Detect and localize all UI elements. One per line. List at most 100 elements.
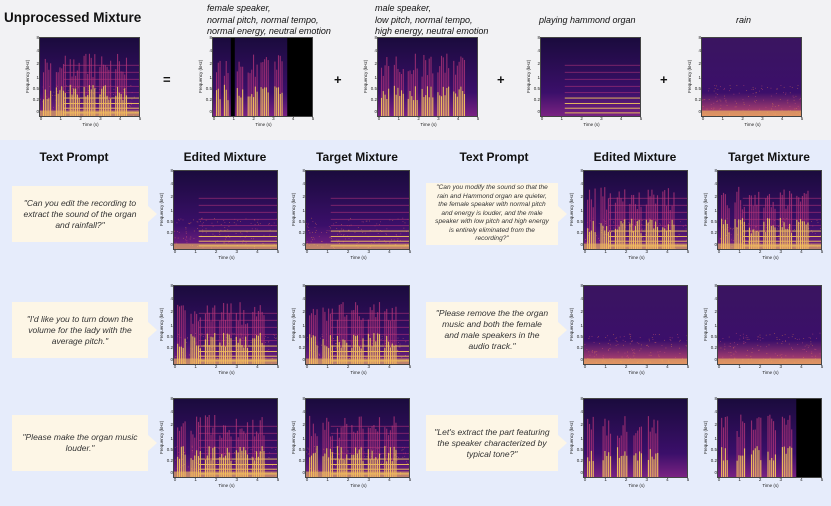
spectrogram-target-4: Frequency (kHz) 8 4 2 1 0.5 0.2 0 0 1 2 3 4 5 Time (s) <box>703 168 823 262</box>
y-tick-label: 2 <box>170 422 173 428</box>
source-caption-female: female speaker, normal pitch, normal temp… <box>207 3 331 36</box>
y-tick-label: 0.2 <box>370 96 377 102</box>
x-tick-label: 2 <box>417 116 420 121</box>
y-tick-label: 0.5 <box>533 85 540 91</box>
y-tick-label: 1 <box>580 208 583 214</box>
x-tick-label: 1 <box>326 477 329 482</box>
x-tick-label: 3 <box>99 116 102 121</box>
y-tick-label: 0 <box>580 357 583 363</box>
y-tick-label: 0.5 <box>298 333 305 339</box>
spectrogram-target-6: Frequency (kHz) 8 4 2 1 0.5 0.2 0 0 1 2 3 4 5 Time (s) <box>703 395 823 490</box>
y-tick-label: 2 <box>170 194 173 200</box>
x-tick-label: 4 <box>666 477 669 482</box>
y-tick-label: 8 <box>580 167 583 173</box>
spectrogram-image <box>377 37 478 117</box>
y-tick-label: 0.2 <box>298 229 305 235</box>
y-tick-label: 1 <box>714 436 717 442</box>
y-tick-label: 8 <box>698 34 701 40</box>
x-tick-label: 2 <box>346 477 350 482</box>
y-tick-label: 0.5 <box>205 85 212 91</box>
x-tick-label: 0 <box>701 116 705 121</box>
y-tick-label: 4 <box>36 47 39 53</box>
header-edited-mixture-right: Edited Mixture <box>593 150 677 164</box>
x-tick-label: 4 <box>256 364 259 369</box>
x-tick-label: 1 <box>326 364 329 369</box>
x-tick-label: 5 <box>276 249 280 254</box>
x-axis-label: Time (s) <box>762 255 779 260</box>
source-caption-male: male speaker, low pitch, normal tempo, hig… <box>375 3 489 36</box>
y-tick-label: 0.5 <box>298 218 305 224</box>
x-tick-label: 0 <box>583 477 587 482</box>
y-tick-label: 2 <box>302 309 305 315</box>
y-tick-label: 0.2 <box>533 96 540 102</box>
x-tick-label: 2 <box>741 116 744 121</box>
y-tick-label: 1 <box>302 436 305 442</box>
spectrogram-image <box>39 37 140 117</box>
x-tick-label: 5 <box>408 477 412 482</box>
x-tick-label: 0 <box>305 249 309 254</box>
y-tick-label: 2 <box>209 61 212 67</box>
y-tick-label: 0.2 <box>710 344 717 350</box>
spectrogram-edited-2: Frequency (kHz) 8 4 2 1 0.5 0.2 0 0 1 2 3 4 5 Time (s) <box>159 283 279 377</box>
spectrogram-hammond-organ: Frequency (kHz) 8 4 2 1 0.5 0.2 0 0 1 2 3 4 5 Time (s) <box>526 35 642 129</box>
y-tick-label: 0 <box>714 470 717 476</box>
spectrogram-male-speaker: Frequency (kHz) 8 4 2 1 0.5 0.2 0 0 1 2 3 4 5 Time (s) <box>363 35 479 129</box>
y-tick-label: 4 <box>537 47 540 53</box>
y-tick-label: 1 <box>36 75 39 81</box>
y-tick-label: 1 <box>170 323 173 329</box>
y-tick-label: 0.5 <box>576 446 583 452</box>
x-axis-label: Time (s) <box>350 255 367 260</box>
y-tick-label: 0.5 <box>576 218 583 224</box>
y-tick-label: 0.5 <box>32 85 39 91</box>
y-tick-label: 0.5 <box>298 446 305 452</box>
x-axis-label: Time (s) <box>628 483 645 488</box>
x-tick-label: 3 <box>761 116 764 121</box>
y-tick-label: 2 <box>698 61 701 67</box>
y-tick-label: 0 <box>580 470 583 476</box>
y-tick-label: 4 <box>170 408 173 414</box>
spectrogram-target-3: Frequency (kHz) 8 4 2 1 0.5 0.2 0 0 1 2 3 4 5 Time (s) <box>291 396 411 490</box>
source-caption-organ: playing hammond organ <box>539 15 636 25</box>
x-tick-label: 4 <box>666 249 669 254</box>
y-tick-label: 8 <box>714 395 717 401</box>
y-tick-label: 1 <box>170 208 173 214</box>
spectrogram-rain: Frequency (kHz) 8 4 2 1 0.5 0.2 0 0 1 2 3 4 5 Time (s) <box>687 34 803 129</box>
y-tick-label: 0.5 <box>370 85 377 91</box>
spectrogram-target-2: Frequency (kHz) 8 4 2 1 0.5 0.2 0 0 1 2 3 4 5 Time (s) <box>291 283 411 377</box>
y-tick-label: 4 <box>170 180 173 186</box>
x-tick-label: 4 <box>388 249 391 254</box>
x-tick-label: 5 <box>138 116 142 121</box>
x-tick-label: 4 <box>256 249 259 254</box>
y-tick-label: 0 <box>170 357 173 363</box>
y-tick-label: 0.2 <box>298 344 305 350</box>
x-tick-label: 1 <box>194 249 197 254</box>
y-tick-label: 4 <box>580 295 583 301</box>
y-tick-label: 4 <box>209 47 212 53</box>
x-tick-label: 4 <box>388 477 391 482</box>
y-tick-label: 8 <box>714 282 717 288</box>
x-tick-label: 3 <box>367 477 371 482</box>
x-tick-label: 5 <box>408 364 412 369</box>
y-tick-label: 2 <box>714 309 717 315</box>
x-axis-label: Time (s) <box>350 483 367 488</box>
spectrogram-edited-3: Frequency (kHz) 8 4 2 1 0.5 0.2 0 0 1 2 3 4 5 Time (s) <box>159 396 279 490</box>
x-tick-label: 4 <box>800 477 803 482</box>
x-tick-label: 2 <box>214 364 218 369</box>
x-tick-label: 5 <box>476 116 480 121</box>
x-tick-label: 0 <box>540 116 544 121</box>
y-tick-label: 4 <box>580 408 583 414</box>
x-axis-label: Time (s) <box>420 122 437 127</box>
y-tick-label: 0.2 <box>205 96 212 102</box>
y-tick-label: 8 <box>209 34 212 40</box>
x-tick-label: 2 <box>346 249 350 254</box>
x-tick-label: 4 <box>388 364 391 369</box>
x-tick-label: 5 <box>686 249 690 254</box>
x-axis-label: Time (s) <box>350 370 367 375</box>
x-tick-label: 1 <box>59 116 63 121</box>
x-tick-label: 0 <box>583 249 587 254</box>
x-tick-label: 5 <box>276 364 280 369</box>
x-tick-label: 1 <box>738 249 741 254</box>
y-tick-label: 0.2 <box>166 229 173 235</box>
y-tick-label: 0.2 <box>694 96 701 102</box>
spectrogram-image <box>173 170 278 250</box>
